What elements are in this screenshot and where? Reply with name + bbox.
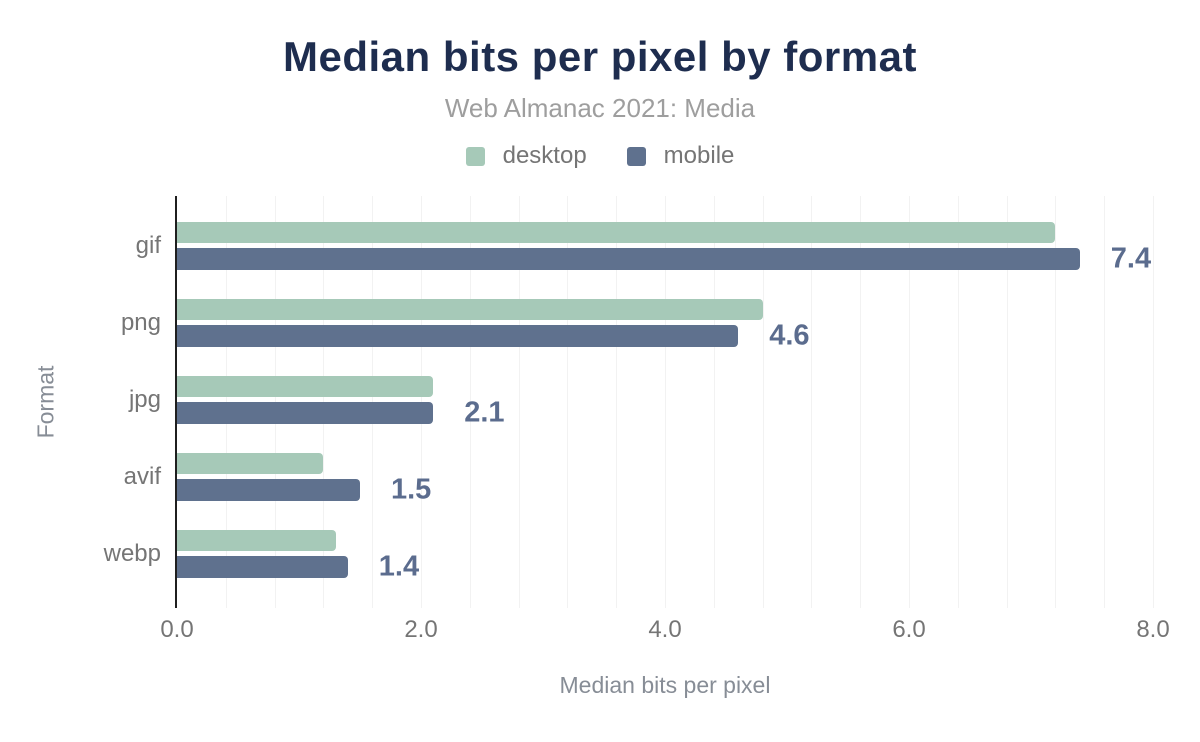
x-tick-label: 6.0 — [892, 616, 926, 643]
value-label-png: 4.6 — [769, 319, 810, 352]
bar-group-jpg: jpg 2.1 — [129, 362, 1153, 439]
x-tick-label: 0.0 — [160, 616, 194, 643]
mobile-bar-png — [177, 325, 739, 347]
y-axis-title: Format — [32, 365, 59, 439]
gridline — [616, 196, 618, 608]
value-label-avif: 1.5 — [391, 473, 432, 506]
legend-label-desktop: desktop — [502, 142, 587, 169]
gridline — [1104, 196, 1106, 608]
gridline — [1153, 196, 1154, 608]
mobile-bar-jpg — [177, 402, 434, 424]
desktop-bar-avif — [177, 453, 324, 474]
bar-group-png: png 4.6 — [121, 285, 1153, 362]
category-label-gif: gif — [135, 232, 161, 259]
desktop-bar-webp — [177, 530, 336, 551]
gridline — [713, 196, 715, 608]
mobile-bar-avif — [177, 479, 360, 501]
gridline — [567, 196, 569, 608]
mobile-bar-webp — [177, 556, 348, 578]
category-label-jpg: jpg — [128, 386, 161, 413]
x-tick-label: 8.0 — [1136, 616, 1170, 643]
value-label-jpg: 2.1 — [464, 396, 505, 429]
desktop-bar-png — [177, 299, 763, 320]
chart-title: Median bits per pixel by format — [283, 33, 917, 80]
legend: desktop mobile — [0, 142, 1200, 170]
gridline — [909, 196, 910, 608]
gridline — [469, 196, 471, 608]
x-axis-ticks: 0.0 2.0 4.0 6.0 8.0 — [160, 616, 1169, 644]
bar-group-webp: webp 1.4 — [104, 516, 1153, 593]
category-label-avif: avif — [123, 463, 161, 490]
gridline — [762, 196, 764, 608]
gridline — [860, 196, 862, 608]
bar-group-gif: gif 7.4 — [136, 208, 1153, 285]
desktop-bar-jpg — [177, 376, 434, 397]
x-tick-label: 2.0 — [404, 616, 438, 643]
gridline — [665, 196, 666, 608]
bar-group-avif: avif 1.5 — [124, 439, 1153, 516]
x-tick-label: 4.0 — [648, 616, 682, 643]
category-label-webp: webp — [103, 540, 161, 567]
desktop-bar-gif — [177, 222, 1056, 243]
gridline — [957, 196, 959, 608]
plot-area: gif 7.4 png 4.6 jpg 2.1 avif 1.5 webp 1.4 — [104, 196, 1154, 608]
gridline — [1006, 196, 1008, 608]
value-label-webp: 1.4 — [378, 550, 420, 583]
gridline — [1055, 196, 1057, 608]
legend-item-mobile: mobile — [626, 142, 735, 170]
legend-label-mobile: mobile — [663, 142, 735, 169]
bars-region: gif 7.4 png 4.6 jpg 2.1 avif 1.5 webp 1.4 — [104, 208, 1153, 593]
value-label-gif: 7.4 — [1110, 242, 1152, 275]
x-axis-title: Median bits per pixel — [559, 672, 771, 698]
mobile-swatch-icon — [626, 146, 646, 166]
mobile-bar-gif — [177, 248, 1080, 270]
category-label-png: png — [120, 309, 161, 336]
legend-item-desktop: desktop — [465, 142, 587, 170]
desktop-swatch-icon — [465, 146, 485, 166]
chart-subtitle: Web Almanac 2021: Media — [444, 93, 756, 123]
gridline — [518, 196, 520, 608]
gridline — [811, 196, 813, 608]
y-axis-line — [175, 196, 177, 608]
